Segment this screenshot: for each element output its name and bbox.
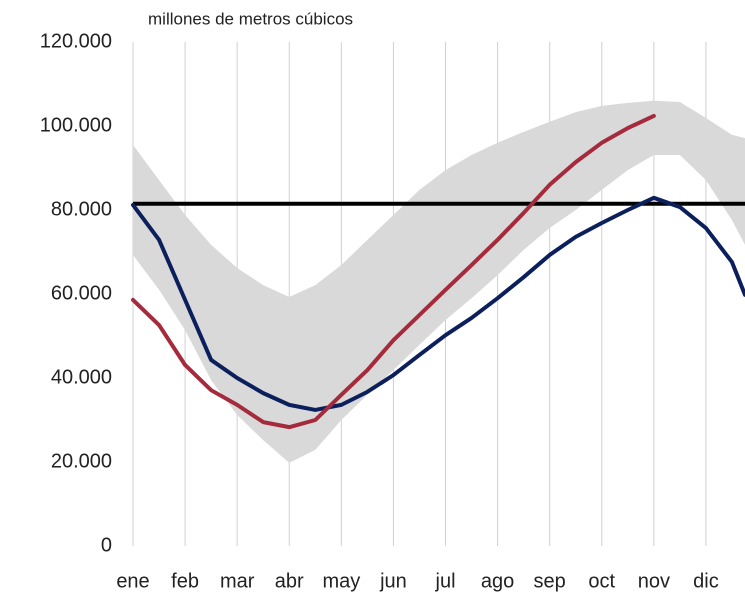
x-tick-label: jun	[379, 570, 407, 592]
range-band	[133, 100, 745, 463]
x-tick-label: jul	[435, 570, 456, 592]
y-tick-label: 100.000	[40, 114, 112, 136]
y-tick-label: 40.000	[51, 366, 112, 388]
x-tick-label: sep	[534, 570, 566, 592]
y-tick-label: 80.000	[51, 198, 112, 220]
x-tick-label: may	[322, 570, 360, 592]
x-tick-label: mar	[220, 570, 255, 592]
series-line	[131, 113, 656, 430]
series-line	[131, 195, 745, 412]
y-tick-label: 0	[101, 534, 112, 556]
x-tick-label: dic	[693, 570, 719, 592]
chart-subtitle: millones de metros cúbicos	[148, 9, 353, 28]
x-tick-label: abr	[275, 570, 304, 592]
y-tick-label: 20.000	[51, 450, 112, 472]
x-tick-label: ago	[481, 570, 514, 592]
y-tick-label: 120.000	[40, 30, 112, 52]
x-tick-label: oct	[588, 570, 615, 592]
x-tick-label: nov	[638, 570, 670, 592]
y-tick-label: 60.000	[51, 282, 112, 304]
x-tick-label: ene	[116, 570, 149, 592]
x-tick-label: feb	[171, 570, 199, 592]
